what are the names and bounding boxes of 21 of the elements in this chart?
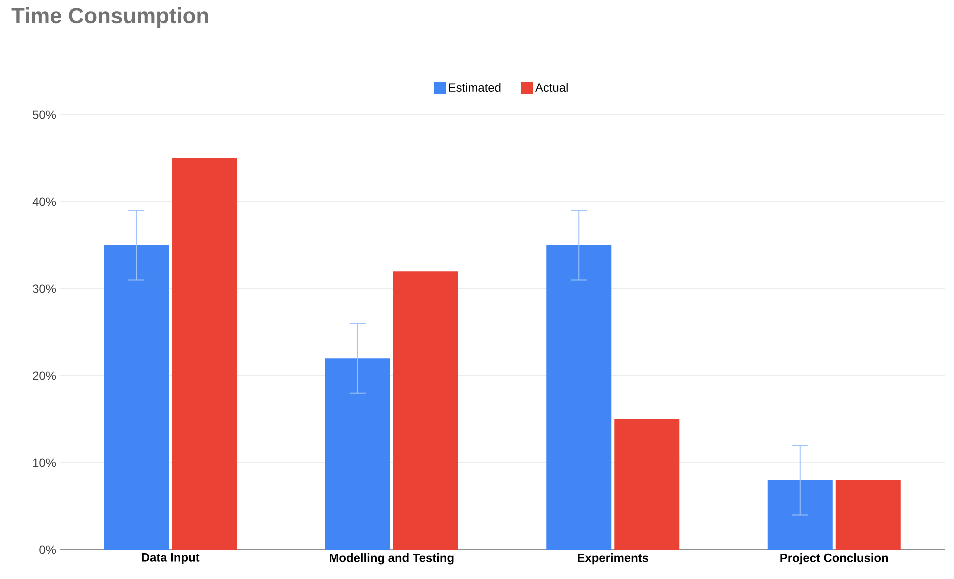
y-tick-label: 30% [33, 284, 56, 294]
y-tick-label: 10% [33, 458, 56, 468]
chart-title: Time Consumption [12, 8, 208, 28]
bar [768, 480, 833, 550]
bar [393, 272, 458, 550]
bar [325, 358, 390, 550]
x-tick-label: Modelling and Testing [330, 554, 454, 565]
bar [614, 419, 680, 550]
y-tick-label: 40% [32, 198, 56, 206]
y-tick-label: 0% [40, 546, 56, 554]
x-tick-label: Project Conclusion [780, 554, 888, 565]
legend-label: Estimated [449, 83, 501, 92]
x-tick-label: Experiments [578, 554, 649, 565]
y-tick-label: 50% [33, 110, 56, 120]
legend-label: Actual [535, 83, 568, 92]
bar [172, 158, 238, 550]
x-tick-label: Data Input [142, 554, 200, 564]
bar [104, 245, 170, 550]
y-tick-label: 20% [33, 372, 56, 380]
bar [836, 480, 901, 550]
bar [546, 245, 612, 550]
